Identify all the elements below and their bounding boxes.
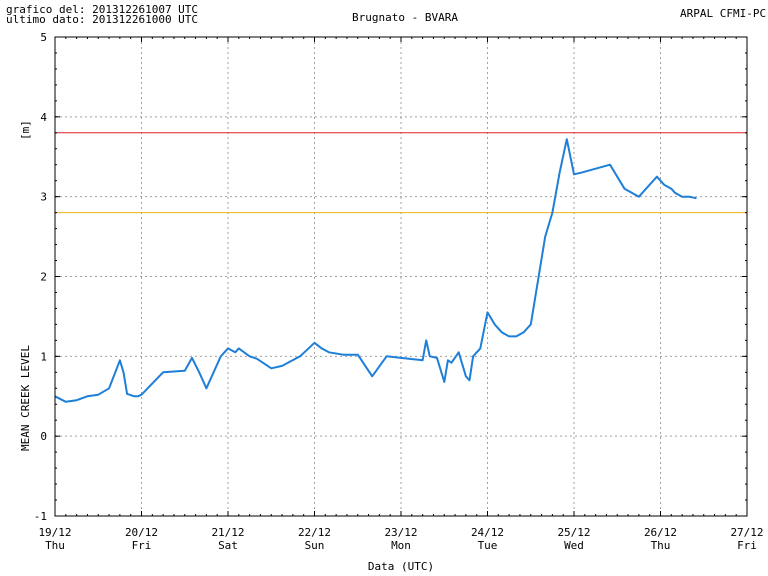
x-tick-date-label: 26/12 bbox=[644, 526, 677, 539]
x-tick-day-label: Thu bbox=[45, 539, 65, 552]
series-group bbox=[54, 138, 697, 403]
x-tick-date-label: 20/12 bbox=[125, 526, 158, 539]
x-tick-date-label: 19/12 bbox=[38, 526, 71, 539]
x-tick-date-label: 25/12 bbox=[557, 526, 590, 539]
x-tick-date-label: 22/12 bbox=[298, 526, 331, 539]
y-tick-label: 1 bbox=[40, 350, 47, 363]
chart-info-line-2: ultimo dato: 201312261000 UTC bbox=[6, 13, 199, 26]
x-tick-date-label: 21/12 bbox=[211, 526, 244, 539]
x-tick-day-label: Mon bbox=[391, 539, 411, 552]
x-axis: 19/12Thu20/12Fri21/12Sat22/12Sun23/12Mon… bbox=[38, 37, 764, 552]
x-tick-day-label: Sun bbox=[305, 539, 325, 552]
x-tick-date-label: 23/12 bbox=[384, 526, 417, 539]
y-axis-label: MEAN CREEK LEVEL bbox=[19, 345, 32, 451]
x-tick-day-label: Fri bbox=[737, 539, 757, 552]
y-tick-label: 4 bbox=[40, 111, 47, 124]
x-tick-day-label: Wed bbox=[564, 539, 584, 552]
y-tick-label: 3 bbox=[40, 191, 47, 204]
series-line bbox=[54, 138, 697, 403]
y-axis: -1 0 1 2 3 4 5 bbox=[34, 31, 747, 523]
y-tick-label: 5 bbox=[40, 31, 47, 44]
x-tick-date-label: 24/12 bbox=[471, 526, 504, 539]
chart-info-line-1: grafico del: 201312261007 UTC bbox=[6, 3, 199, 16]
grid bbox=[55, 37, 747, 516]
x-axis-label: Data (UTC) bbox=[368, 560, 434, 573]
chart-source: ARPAL CFMI-PC bbox=[680, 7, 767, 20]
x-tick-day-label: Thu bbox=[651, 539, 671, 552]
y-tick-label: 2 bbox=[40, 271, 47, 284]
x-tick-day-label: Fri bbox=[132, 539, 152, 552]
x-tick-date-label: 27/12 bbox=[730, 526, 763, 539]
x-tick-day-label: Tue bbox=[478, 539, 498, 552]
chart-title: Brugnato - BVARA bbox=[352, 11, 458, 24]
y-axis-unit: [m] bbox=[19, 120, 32, 140]
x-tick-day-label: Sat bbox=[218, 539, 238, 552]
y-tick-label: -1 bbox=[34, 510, 47, 523]
threshold-lines bbox=[55, 132, 747, 214]
y-tick-label: 0 bbox=[40, 430, 47, 443]
